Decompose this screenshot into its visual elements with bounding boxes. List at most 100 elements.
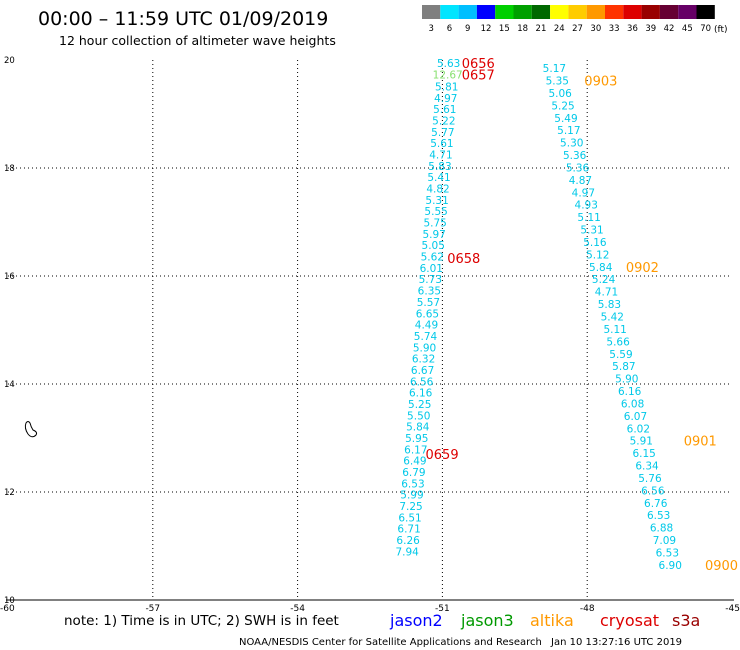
satellite-legend-cryosat: cryosat bbox=[600, 611, 659, 630]
swh-label: 6.76 bbox=[644, 498, 668, 510]
swh-label: 5.59 bbox=[609, 349, 632, 361]
swh-label: 5.24 bbox=[592, 274, 616, 286]
swh-label: 6.34 bbox=[635, 461, 659, 473]
colorbar-swatch bbox=[422, 5, 441, 19]
x-tick-label: -60 bbox=[0, 604, 15, 614]
x-tick-label: -51 bbox=[435, 604, 450, 614]
swh-label: 5.17 bbox=[557, 125, 580, 137]
pass-time-label: 0902 bbox=[626, 261, 659, 276]
swh-label: 4.97 bbox=[572, 187, 595, 199]
swh-label: 4.49 bbox=[415, 320, 438, 332]
x-tick-label: -54 bbox=[290, 604, 305, 614]
colorbar-swatch bbox=[678, 5, 697, 19]
swh-label: 6.17 bbox=[404, 444, 427, 456]
colorbar-label: 21 bbox=[536, 24, 547, 34]
colorbar-swatch bbox=[440, 5, 459, 19]
swh-label: 5.22 bbox=[432, 115, 455, 127]
swh-label: 5.57 bbox=[417, 297, 440, 309]
swh-label: 6.49 bbox=[403, 456, 426, 468]
colorbar-label: 45 bbox=[682, 24, 693, 34]
colorbar-swatch bbox=[550, 5, 569, 19]
swh-label: 5.06 bbox=[548, 88, 572, 100]
y-tick-label: 12 bbox=[4, 488, 15, 498]
colorbar-label: 39 bbox=[645, 24, 656, 34]
x-tick-label: -57 bbox=[145, 604, 160, 614]
colorbar-swatch bbox=[495, 5, 514, 19]
colorbar-label: 15 bbox=[499, 24, 510, 34]
swh-label: 6.08 bbox=[621, 398, 644, 410]
swh-label: 6.53 bbox=[647, 510, 670, 522]
colorbar-label: 27 bbox=[572, 24, 583, 34]
colorbar-label: 9 bbox=[465, 24, 470, 34]
swh-label: 5.49 bbox=[554, 113, 577, 125]
swh-label: 6.02 bbox=[627, 423, 650, 435]
swh-label: 7.25 bbox=[399, 501, 422, 513]
swh-label: 4.71 bbox=[429, 150, 452, 162]
colorbar-swatch bbox=[458, 5, 477, 19]
colorbar-swatch bbox=[568, 5, 587, 19]
swh-label: 5.50 bbox=[407, 410, 430, 422]
swh-label: 5.36 bbox=[566, 162, 590, 174]
swh-label: 5.84 bbox=[406, 422, 430, 434]
swh-label: 5.63 bbox=[437, 58, 460, 70]
y-tick-label: 18 bbox=[4, 164, 15, 174]
swh-label: 6.65 bbox=[416, 308, 439, 320]
x-tick-label: -45 bbox=[725, 604, 740, 614]
swh-label: 5.17 bbox=[543, 63, 566, 75]
pass-time-label: 0656 bbox=[462, 57, 495, 72]
swh-label: 5.84 bbox=[589, 262, 613, 274]
swh-label: 5.61 bbox=[430, 138, 453, 150]
swh-label: 5.42 bbox=[601, 312, 624, 324]
swh-label: 6.26 bbox=[396, 535, 420, 547]
swh-label: 6.53 bbox=[656, 547, 679, 559]
swh-label: 5.91 bbox=[630, 436, 653, 448]
swh-label: 12.67 bbox=[433, 70, 463, 82]
colorbar-swatch bbox=[476, 5, 496, 19]
satellite-legend-jason3: jason3 bbox=[460, 611, 514, 630]
swh-label: 5.55 bbox=[424, 206, 447, 218]
colorbar-swatch bbox=[605, 5, 624, 19]
swh-label: 5.90 bbox=[615, 374, 638, 386]
swh-label: 6.79 bbox=[402, 467, 425, 479]
swh-label: 5.73 bbox=[419, 274, 442, 286]
swh-label: 6.35 bbox=[418, 286, 441, 298]
swh-label: 6.51 bbox=[398, 512, 421, 524]
footer-credit: NOAA/NESDIS Center for Satellite Applica… bbox=[239, 637, 542, 648]
swh-label: 5.12 bbox=[586, 249, 609, 261]
colorbar-label: 12 bbox=[481, 24, 492, 34]
swh-label: 5.66 bbox=[606, 336, 630, 348]
satellite-legend-s3a: s3a bbox=[672, 611, 700, 630]
colorbar-swatch bbox=[513, 5, 532, 19]
swh-label: 7.94 bbox=[395, 546, 419, 558]
y-tick-label: 20 bbox=[4, 56, 15, 66]
colorbar-label: 36 bbox=[627, 24, 638, 34]
satellite-legend-jason2: jason2 bbox=[389, 611, 443, 630]
swh-label: 5.62 bbox=[421, 252, 444, 264]
colorbar-swatch bbox=[659, 5, 679, 19]
swh-label: 5.31 bbox=[580, 225, 603, 237]
colorbar-label: 30 bbox=[590, 24, 601, 34]
swh-label: 6.01 bbox=[420, 263, 443, 275]
swh-label: 4.93 bbox=[575, 200, 598, 212]
swh-label: 5.25 bbox=[408, 399, 431, 411]
swh-label: 5.61 bbox=[433, 104, 456, 116]
swh-label: 5.95 bbox=[405, 433, 428, 445]
swh-label: 6.67 bbox=[411, 365, 434, 377]
swh-label: 6.07 bbox=[624, 411, 647, 423]
swh-label: 5.97 bbox=[422, 229, 445, 241]
swh-label: 5.05 bbox=[422, 240, 445, 252]
pass-time-label: 0903 bbox=[584, 75, 617, 90]
swh-label: 6.32 bbox=[412, 354, 435, 366]
colorbar-label: 3 bbox=[428, 24, 433, 34]
swh-label: 7.09 bbox=[653, 535, 676, 547]
colorbar-label: 42 bbox=[664, 24, 675, 34]
swh-label: 5.11 bbox=[577, 212, 600, 224]
axis-tick-labels: -60 -57 -54 -51 -48 -45 10 12 14 16 18 20 bbox=[0, 56, 740, 614]
swh-label: 5.99 bbox=[400, 490, 423, 502]
colorbar-swatch bbox=[696, 5, 715, 19]
page-subtitle: 12 hour collection of altimeter wave hei… bbox=[59, 33, 336, 48]
swh-label: 5.74 bbox=[414, 331, 438, 343]
swh-labels: 5.6312.675.814.975.615.225.775.614.715.8… bbox=[395, 58, 681, 572]
